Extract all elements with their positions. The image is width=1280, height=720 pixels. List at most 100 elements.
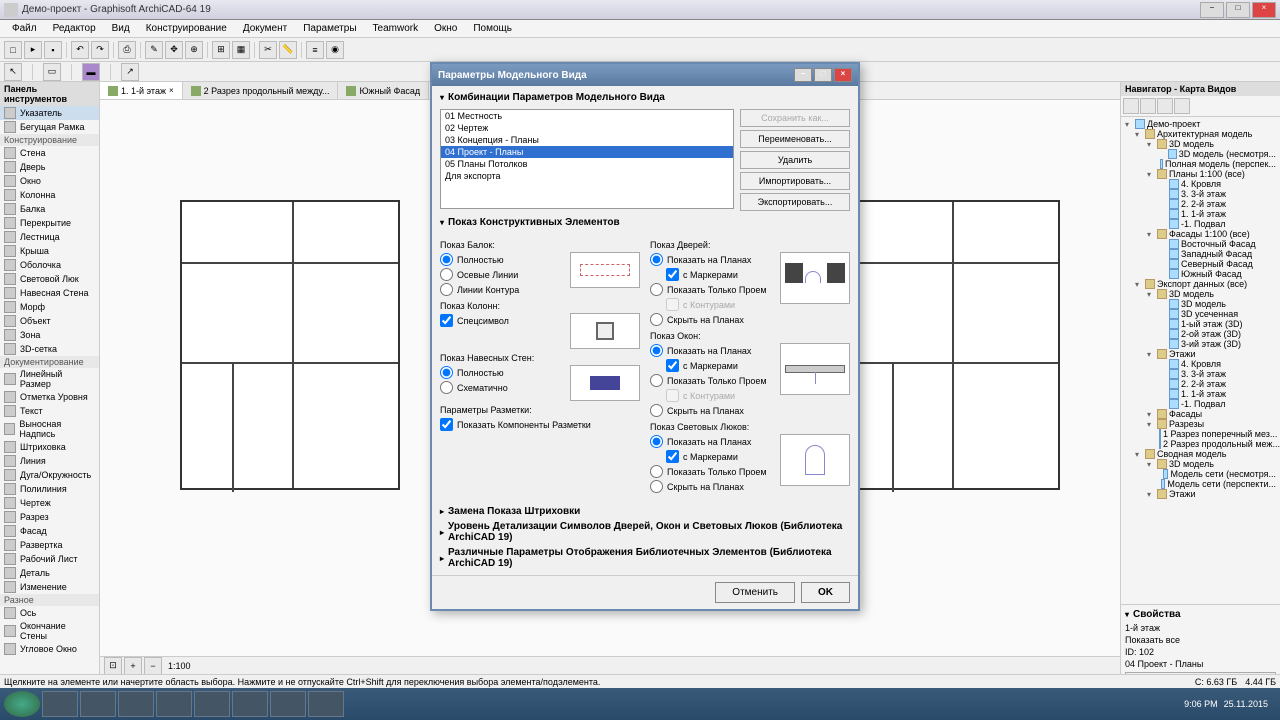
tree-item[interactable]: 4. Кровля bbox=[1123, 359, 1278, 369]
tree-item[interactable]: Модель сети (перспекти... bbox=[1123, 479, 1278, 489]
windows-hide-radio[interactable] bbox=[650, 404, 663, 417]
beams-axis-radio[interactable] bbox=[440, 268, 453, 281]
layer-icon[interactable]: ≡ bbox=[306, 41, 324, 59]
tool-item[interactable]: 3D-сетка bbox=[0, 342, 99, 356]
tool-item[interactable]: Лестница bbox=[0, 230, 99, 244]
tree-item[interactable]: Полная модель (перспек... bbox=[1123, 159, 1278, 169]
tool-item[interactable]: Дверь bbox=[0, 160, 99, 174]
tool-item[interactable]: Окончание Стены bbox=[0, 620, 99, 642]
tool-item[interactable]: Окно bbox=[0, 174, 99, 188]
delete-button[interactable]: Удалить bbox=[740, 151, 850, 169]
tool-item[interactable]: Навесная Стена bbox=[0, 286, 99, 300]
tool-item[interactable]: Чертеж bbox=[0, 496, 99, 510]
tool-item[interactable]: Стена bbox=[0, 146, 99, 160]
cancel-button[interactable]: Отменить bbox=[715, 582, 795, 603]
section-combinations[interactable]: ▾ Комбинации Параметров Модельного Вида bbox=[440, 90, 850, 105]
task-app1[interactable] bbox=[156, 691, 192, 717]
task-app4[interactable] bbox=[270, 691, 306, 717]
tab-close-icon[interactable]: × bbox=[169, 86, 174, 95]
save-as-button[interactable]: Сохранить как... bbox=[740, 109, 850, 127]
tree-item[interactable]: Западный Фасад bbox=[1123, 249, 1278, 259]
nav-project-icon[interactable] bbox=[1123, 98, 1139, 114]
tool-item[interactable]: Световой Люк bbox=[0, 272, 99, 286]
snap-icon[interactable]: ⊞ bbox=[212, 41, 230, 59]
tool-item[interactable]: Оболочка bbox=[0, 258, 99, 272]
tree-item[interactable]: -1. Подвал bbox=[1123, 399, 1278, 409]
undo-icon[interactable]: ↶ bbox=[71, 41, 89, 59]
tool-item[interactable]: Зона bbox=[0, 328, 99, 342]
skylights-hide-radio[interactable] bbox=[650, 480, 663, 493]
import-button[interactable]: Импортировать... bbox=[740, 172, 850, 190]
tool-item[interactable]: Изменение bbox=[0, 580, 99, 594]
menu-design[interactable]: Конструирование bbox=[138, 23, 235, 34]
combo-item[interactable]: 04 Проект - Планы bbox=[441, 146, 733, 158]
menu-help[interactable]: Помощь bbox=[465, 23, 520, 34]
marquee-icon[interactable]: ▭ bbox=[43, 63, 61, 81]
save-icon[interactable]: ▪ bbox=[44, 41, 62, 59]
task-app5[interactable] bbox=[308, 691, 344, 717]
tool-item[interactable]: Колонна bbox=[0, 188, 99, 202]
menu-teamwork[interactable]: Teamwork bbox=[365, 23, 427, 34]
combination-list[interactable]: 01 Местность02 Чертеж03 Концепция - План… bbox=[440, 109, 734, 209]
pan-icon[interactable]: ✥ bbox=[165, 41, 183, 59]
task-explorer[interactable] bbox=[118, 691, 154, 717]
menu-options[interactable]: Параметры bbox=[295, 23, 364, 34]
tool-item[interactable]: Разрез bbox=[0, 510, 99, 524]
windows-opening-radio[interactable] bbox=[650, 374, 663, 387]
tree-item[interactable]: 3. 3-й этаж bbox=[1123, 189, 1278, 199]
tree-item[interactable]: ▾Экспорт данных (все) bbox=[1123, 279, 1278, 289]
tool-item[interactable]: Текст bbox=[0, 404, 99, 418]
tree-item[interactable]: ▾Сводная модель bbox=[1123, 449, 1278, 459]
tool-item[interactable]: Полилиния bbox=[0, 482, 99, 496]
rename-button[interactable]: Переименовать... bbox=[740, 130, 850, 148]
section-detail-level[interactable]: ▸ Уровень Детализации Символов Дверей, О… bbox=[440, 519, 850, 545]
tool-item[interactable]: Фасад bbox=[0, 524, 99, 538]
tab-floor1[interactable]: 1. 1-й этаж × bbox=[100, 82, 183, 99]
minimize-button[interactable]: − bbox=[1200, 2, 1224, 18]
tab-elevation[interactable]: Южный Фасад bbox=[338, 82, 429, 99]
tree-item[interactable]: ▾Этажи bbox=[1123, 349, 1278, 359]
task-chrome[interactable] bbox=[80, 691, 116, 717]
view-icon[interactable]: ◉ bbox=[326, 41, 344, 59]
tool-item[interactable]: Дуга/Окружность bbox=[0, 468, 99, 482]
tool-item[interactable]: Морф bbox=[0, 300, 99, 314]
tool-item[interactable]: Деталь bbox=[0, 566, 99, 580]
export-button[interactable]: Экспортировать... bbox=[740, 193, 850, 211]
tree-item[interactable]: ▾3D модель bbox=[1123, 139, 1278, 149]
nav-view-icon[interactable] bbox=[1140, 98, 1156, 114]
doors-contour-check[interactable] bbox=[666, 298, 679, 311]
tree-item[interactable]: 1-ый этаж (3D) bbox=[1123, 319, 1278, 329]
zoom-icon[interactable]: ⊕ bbox=[185, 41, 203, 59]
tree-item[interactable]: 1. 1-й этаж bbox=[1123, 389, 1278, 399]
skylights-show-radio[interactable] bbox=[650, 435, 663, 448]
tree-item[interactable]: 4. Кровля bbox=[1123, 179, 1278, 189]
windows-markers-check[interactable] bbox=[666, 359, 679, 372]
tree-item[interactable]: 2. 2-й этаж bbox=[1123, 379, 1278, 389]
beams-full-radio[interactable] bbox=[440, 253, 453, 266]
ok-button[interactable]: OK bbox=[801, 582, 850, 603]
tab-section[interactable]: 2 Разрез продольный между... bbox=[183, 82, 339, 99]
tree-item[interactable]: 1. 1-й этаж bbox=[1123, 209, 1278, 219]
tree-item[interactable]: 3D модель (несмотря... bbox=[1123, 149, 1278, 159]
tool-item[interactable]: Угловое Окно bbox=[0, 642, 99, 656]
menu-document[interactable]: Документ bbox=[235, 23, 295, 34]
combo-item[interactable]: 02 Чертеж bbox=[441, 122, 733, 134]
doors-show-radio[interactable] bbox=[650, 253, 663, 266]
tool-item[interactable]: Перекрытие bbox=[0, 216, 99, 230]
zoom-in-icon[interactable]: + bbox=[124, 657, 142, 675]
combo-item[interactable]: 03 Концепция - Планы bbox=[441, 134, 733, 146]
tree-item[interactable]: 2. 2-й этаж bbox=[1123, 199, 1278, 209]
section-hatching[interactable]: ▸ Замена Показа Штриховки bbox=[440, 504, 850, 519]
tree-item[interactable]: ▾Фасады bbox=[1123, 409, 1278, 419]
skylights-markers-check[interactable] bbox=[666, 450, 679, 463]
new-icon[interactable]: □ bbox=[4, 41, 22, 59]
dialog-titlebar[interactable]: Параметры Модельного Вида − □ × bbox=[432, 64, 858, 86]
tree-item[interactable]: ▾Этажи bbox=[1123, 489, 1278, 499]
nav-layout-icon[interactable] bbox=[1157, 98, 1173, 114]
dialog-close-button[interactable]: × bbox=[834, 68, 852, 82]
tree-item[interactable]: 2-ой этаж (3D) bbox=[1123, 329, 1278, 339]
tree-item[interactable]: Южный Фасад bbox=[1123, 269, 1278, 279]
cursor-icon[interactable]: ↗ bbox=[121, 63, 139, 81]
combo-item[interactable]: Для экспорта bbox=[441, 170, 733, 182]
tool-marquee[interactable]: Бегущая Рамка bbox=[0, 120, 99, 134]
